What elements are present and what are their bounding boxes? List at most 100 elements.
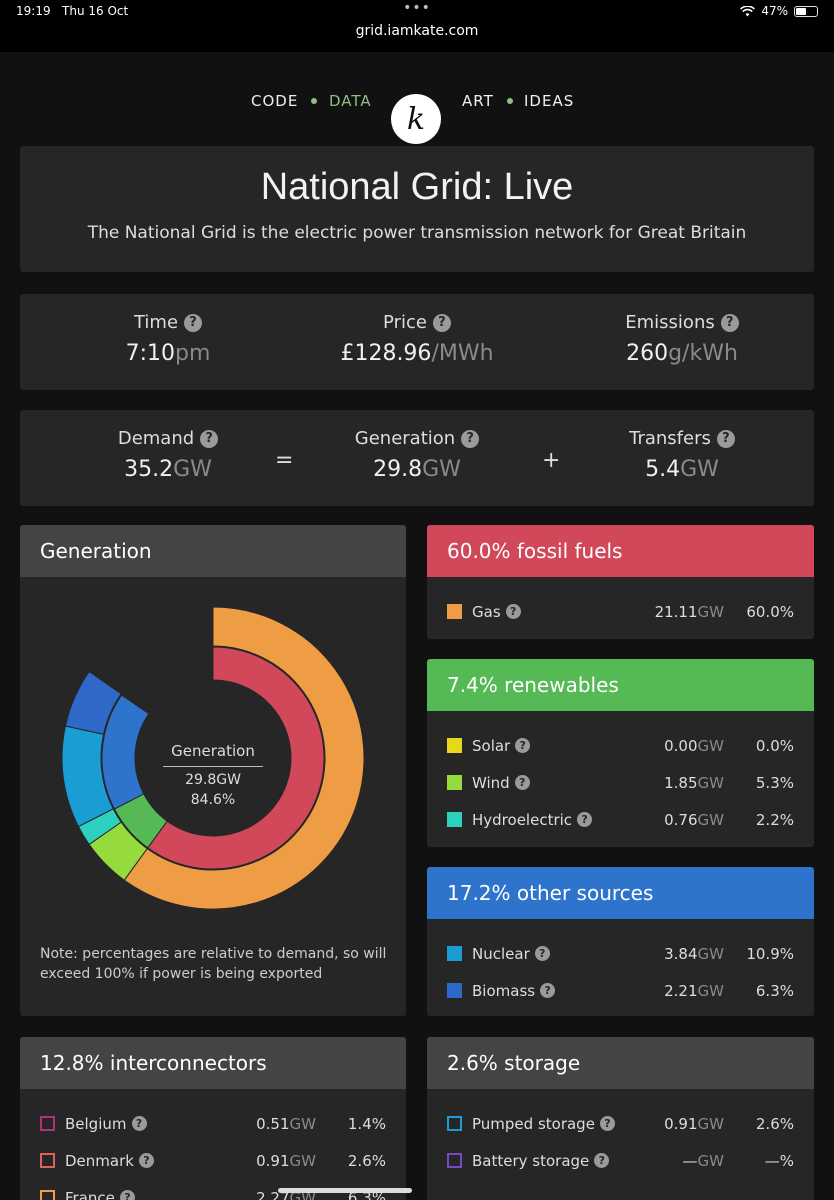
storage-panel: 2.6% storage Pumped storage? 0.91GW 2.6%… [427,1037,814,1200]
source-name: Belgium [65,1114,127,1133]
help-icon[interactable]: ? [534,946,550,961]
belgium-swatch [40,1116,55,1131]
stat-transfers-unit: GW [680,457,719,482]
help-icon[interactable]: ? [599,1116,615,1131]
source-gw-unit: GW [697,773,724,792]
outer-slice-biomass[interactable] [64,670,122,735]
stat-price-value: £128.96 [340,341,432,366]
interconnectors-list: Belgium? 0.51GW 1.4% Denmark? 0.91GW 2.6… [20,1089,406,1200]
inner-slice-other-sources[interactable] [101,694,150,810]
source-gw-unit: GW [697,1114,724,1133]
help-icon[interactable]: ? [184,313,203,332]
source-row-denmark[interactable]: Denmark? 0.91GW 2.6% [40,1142,386,1179]
source-row-france[interactable]: France? 2.27GW 6.3% [40,1179,386,1200]
donut-center-gw: 29.8GW [185,772,241,788]
storage-list: Pumped storage? 0.91GW 2.6% Battery stor… [427,1089,814,1179]
other-sources-list: Nuclear? 3.84GW 10.9% Biomass? 2.21GW 6.… [427,919,814,1009]
wind-swatch [447,775,462,790]
fossil-list: Gas? 21.11GW 60.0% [427,577,814,630]
renewables-panel: 7.4% renewables Solar? 0.00GW 0.0% Wind?… [427,659,814,847]
source-row-pumped-storage[interactable]: Pumped storage? 0.91GW 2.6% [447,1105,794,1142]
battery-storage-swatch [447,1153,462,1168]
help-icon[interactable]: ? [540,983,556,998]
solar-swatch [447,738,462,753]
nav-art[interactable]: ART [462,92,494,110]
stat-emissions-label: Emissions [625,312,715,333]
help-icon[interactable]: ? [119,1190,135,1200]
source-gw-unit: GW [289,1188,316,1200]
stat-time-unit: pm [175,341,211,366]
generation-donut-chart [61,606,365,910]
help-icon[interactable]: ? [200,429,219,448]
storage-panel-title: 2.6% storage [427,1037,814,1089]
nuclear-swatch [447,946,462,961]
donut-center-divider [163,766,263,767]
source-row-wind[interactable]: Wind? 1.85GW 5.3% [447,764,794,801]
help-icon[interactable]: ? [716,429,735,448]
other-sources-panel-title: 17.2% other sources [427,867,814,919]
site-logo[interactable]: k [391,94,441,144]
help-icon[interactable]: ? [594,1153,610,1168]
source-row-gas[interactable]: Gas? 21.11GW 60.0% [447,593,794,630]
help-icon[interactable]: ? [505,604,521,619]
help-icon[interactable]: ? [577,812,593,827]
source-pct: 6.3% [347,1188,386,1200]
source-pct: 2.6% [347,1151,386,1170]
source-gw-unit: GW [697,736,724,755]
nav-data[interactable]: DATA [329,92,372,110]
source-gw-unit: GW [697,944,724,963]
help-icon[interactable]: ? [131,1116,147,1131]
inner-slice-fossil-fuels[interactable] [147,646,325,870]
stat-time-label: Time [133,312,179,333]
source-gw: 0.51 [256,1114,290,1133]
source-row-belgium[interactable]: Belgium? 0.51GW 1.4% [40,1105,386,1142]
help-icon[interactable]: ? [514,775,530,790]
interconnectors-panel: 12.8% interconnectors Belgium? 0.51GW 1.… [20,1037,406,1200]
help-icon[interactable]: ? [461,429,480,448]
source-row-battery-storage[interactable]: Battery storage? —GW —% [447,1142,794,1179]
nav-code[interactable]: CODE [251,92,299,110]
source-row-hydroelectric[interactable]: Hydroelectric? 0.76GW 2.2% [447,801,794,838]
source-gw: 21.11 [654,602,698,621]
source-pct: —% [764,1151,794,1170]
source-gw: 2.27 [256,1188,290,1200]
source-row-solar[interactable]: Solar? 0.00GW 0.0% [447,727,794,764]
renewables-list: Solar? 0.00GW 0.0% Wind? 1.85GW 5.3% Hyd… [427,711,814,838]
source-row-nuclear[interactable]: Nuclear? 3.84GW 10.9% [447,935,794,972]
stat-price-unit: /MWh [431,341,494,366]
help-icon[interactable]: ? [138,1153,154,1168]
url-bar[interactable]: grid.iamkate.com [355,23,479,39]
source-pct: 6.3% [755,981,794,1000]
help-icon[interactable]: ? [515,738,531,753]
source-gw: 0.91 [256,1151,290,1170]
help-icon[interactable]: ? [720,313,739,332]
plus-sign: + [542,448,561,473]
equals-sign: = [275,448,294,473]
source-gw-unit: GW [697,1151,724,1170]
renewables-panel-title: 7.4% renewables [427,659,814,711]
multitasking-dots-icon[interactable]: ••• [403,0,431,16]
wifi-icon [740,5,756,16]
nav-separator-dot [507,98,513,104]
source-name: Denmark [65,1151,134,1170]
home-indicator[interactable] [278,1188,412,1193]
page-subtitle: The National Grid is the electric power … [87,223,747,243]
help-icon[interactable]: ? [432,313,451,332]
percentage-note: Note: percentages are relative to demand… [40,946,387,982]
source-gw-unit: GW [697,602,724,621]
stat-demand: Demand? 35.2GW [48,428,288,482]
source-pct: 10.9% [746,944,794,963]
source-name: Biomass [472,981,536,1000]
status-bar: 19:19 Thu 16 Oct ••• 47% [0,0,834,24]
source-gw: 1.85 [664,773,698,792]
page-title: National Grid: Live [260,166,574,208]
source-pct: 2.6% [755,1114,794,1133]
nav-ideas[interactable]: IDEAS [524,92,575,110]
source-name: Battery storage [472,1151,590,1170]
source-row-biomass[interactable]: Biomass? 2.21GW 6.3% [447,972,794,1009]
interconnectors-panel-title: 12.8% interconnectors [20,1037,406,1089]
stat-generation: Generation? 29.8GW [297,428,537,482]
stat-demand-label: Demand [117,428,195,449]
source-gw-unit: GW [697,810,724,829]
outer-slice-gas[interactable] [123,606,365,910]
